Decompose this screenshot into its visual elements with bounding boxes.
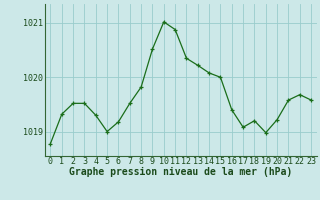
X-axis label: Graphe pression niveau de la mer (hPa): Graphe pression niveau de la mer (hPa) xyxy=(69,167,292,177)
